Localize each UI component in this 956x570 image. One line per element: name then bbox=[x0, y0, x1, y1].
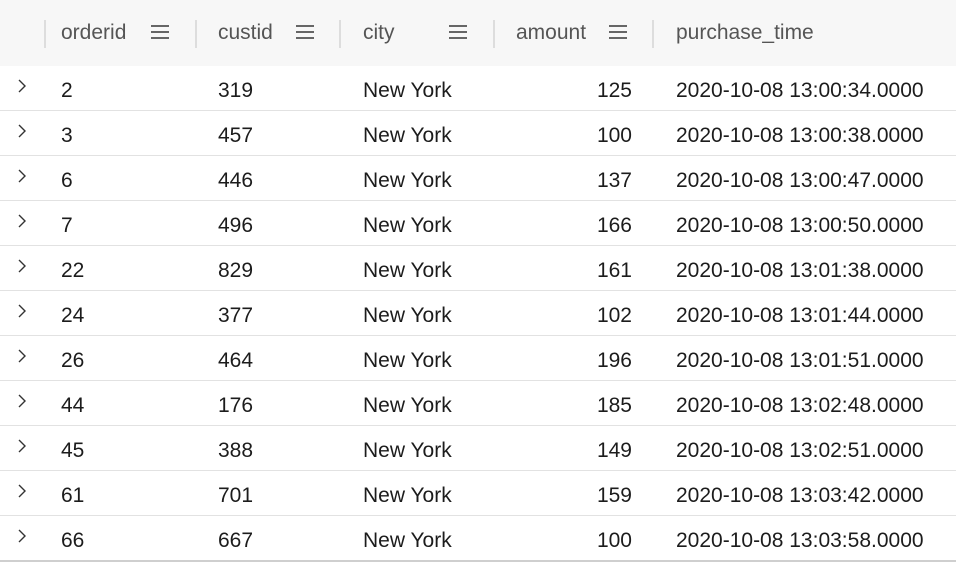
chevron-right-icon[interactable] bbox=[14, 438, 30, 454]
chevron-right-icon[interactable] bbox=[14, 213, 30, 229]
cell-purchase-time: 2020-10-08 13:01:44.0000 bbox=[676, 304, 924, 327]
cell-orderid: 66 bbox=[61, 529, 85, 552]
cell-purchase-time: 2020-10-08 13:00:34.0000 bbox=[676, 79, 924, 102]
cell-amount: 185 bbox=[596, 394, 632, 417]
cell-custid: 388 bbox=[218, 439, 254, 462]
table-row[interactable]: 2 319 New York 125 2020-10-08 13:00:34.0000 bbox=[0, 66, 956, 111]
cell-orderid: 61 bbox=[61, 484, 85, 507]
table-row[interactable]: 61 701 New York 159 2020-10-08 13:03:42.0000 bbox=[0, 471, 956, 516]
column-header-label: orderid bbox=[61, 21, 127, 44]
column-header-city[interactable]: city bbox=[363, 0, 395, 66]
cell-purchase-time: 2020-10-08 13:03:42.0000 bbox=[676, 484, 924, 507]
table-row[interactable]: 26 464 New York 196 2020-10-08 13:01:51.0000 bbox=[0, 336, 956, 381]
column-header-label: city bbox=[363, 21, 395, 44]
cell-purchase-time: 2020-10-08 13:02:48.0000 bbox=[676, 394, 924, 417]
cell-amount: 161 bbox=[596, 259, 632, 282]
cell-orderid: 6 bbox=[61, 169, 73, 192]
cell-amount: 102 bbox=[596, 304, 632, 327]
cell-amount: 125 bbox=[596, 79, 632, 102]
cell-amount: 166 bbox=[596, 214, 632, 237]
chevron-right-icon[interactable] bbox=[14, 123, 30, 139]
column-header-label: amount bbox=[516, 21, 587, 44]
cell-city: New York bbox=[363, 79, 452, 102]
cell-city: New York bbox=[363, 484, 452, 507]
cell-custid: 496 bbox=[218, 214, 254, 237]
cell-orderid: 2 bbox=[61, 79, 73, 102]
column-header-purchase-time[interactable]: purchase_time bbox=[676, 0, 814, 66]
cell-purchase-time: 2020-10-08 13:03:58.0000 bbox=[676, 529, 924, 552]
chevron-right-icon[interactable] bbox=[14, 393, 30, 409]
table-row[interactable]: 6 446 New York 137 2020-10-08 13:00:47.0000 bbox=[0, 156, 956, 201]
column-header-label: purchase_time bbox=[676, 21, 814, 44]
cell-purchase-time: 2020-10-08 13:00:47.0000 bbox=[676, 169, 924, 192]
table-row[interactable]: 22 829 New York 161 2020-10-08 13:01:38.0000 bbox=[0, 246, 956, 291]
cell-orderid: 26 bbox=[61, 349, 85, 372]
cell-city: New York bbox=[363, 439, 452, 462]
menu-icon[interactable] bbox=[296, 25, 314, 39]
cell-amount: 149 bbox=[596, 439, 632, 462]
cell-city: New York bbox=[363, 529, 452, 552]
chevron-right-icon[interactable] bbox=[14, 258, 30, 274]
menu-icon[interactable] bbox=[609, 25, 627, 39]
column-separator[interactable] bbox=[195, 20, 197, 48]
cell-custid: 446 bbox=[218, 169, 254, 192]
cell-custid: 464 bbox=[218, 349, 254, 372]
cell-custid: 176 bbox=[218, 394, 254, 417]
column-header-label: custid bbox=[218, 21, 273, 44]
cell-purchase-time: 2020-10-08 13:00:38.0000 bbox=[676, 124, 924, 147]
column-separator[interactable] bbox=[493, 20, 495, 48]
cell-purchase-time: 2020-10-08 13:01:51.0000 bbox=[676, 349, 924, 372]
grid-header: orderid custid city amount purchase_time bbox=[0, 0, 956, 67]
cell-custid: 667 bbox=[218, 529, 254, 552]
table-row[interactable]: 7 496 New York 166 2020-10-08 13:00:50.0000 bbox=[0, 201, 956, 246]
cell-city: New York bbox=[363, 349, 452, 372]
chevron-right-icon[interactable] bbox=[14, 78, 30, 94]
chevron-right-icon[interactable] bbox=[14, 483, 30, 499]
cell-orderid: 7 bbox=[61, 214, 73, 237]
cell-custid: 377 bbox=[218, 304, 254, 327]
cell-amount: 100 bbox=[596, 124, 632, 147]
chevron-right-icon[interactable] bbox=[14, 348, 30, 364]
cell-custid: 319 bbox=[218, 79, 254, 102]
cell-amount: 196 bbox=[596, 349, 632, 372]
column-header-custid[interactable]: custid bbox=[218, 0, 273, 66]
cell-amount: 159 bbox=[596, 484, 632, 507]
cell-purchase-time: 2020-10-08 13:02:51.0000 bbox=[676, 439, 924, 462]
chevron-right-icon[interactable] bbox=[14, 168, 30, 184]
column-header-orderid[interactable]: orderid bbox=[61, 0, 126, 66]
cell-city: New York bbox=[363, 169, 452, 192]
cell-purchase-time: 2020-10-08 13:00:50.0000 bbox=[676, 214, 924, 237]
column-separator[interactable] bbox=[652, 20, 654, 48]
cell-city: New York bbox=[363, 124, 452, 147]
cell-city: New York bbox=[363, 394, 452, 417]
cell-amount: 100 bbox=[596, 529, 632, 552]
cell-city: New York bbox=[363, 214, 452, 237]
cell-custid: 457 bbox=[218, 124, 254, 147]
cell-orderid: 45 bbox=[61, 439, 85, 462]
cell-orderid: 44 bbox=[61, 394, 85, 417]
cell-custid: 829 bbox=[218, 259, 254, 282]
table-row[interactable]: 66 667 New York 100 2020-10-08 13:03:58.0000 bbox=[0, 516, 956, 562]
grid-body: 2 319 New York 125 2020-10-08 13:00:34.0000 3… bbox=[0, 66, 956, 562]
table-row[interactable]: 44 176 New York 185 2020-10-08 13:02:48.0000 bbox=[0, 381, 956, 426]
table-row[interactable]: 45 388 New York 149 2020-10-08 13:02:51.0000 bbox=[0, 426, 956, 471]
cell-amount: 137 bbox=[596, 169, 632, 192]
table-row[interactable]: 24 377 New York 102 2020-10-08 13:01:44.0000 bbox=[0, 291, 956, 336]
cell-orderid: 24 bbox=[61, 304, 85, 327]
cell-orderid: 3 bbox=[61, 124, 73, 147]
menu-icon[interactable] bbox=[151, 25, 169, 39]
cell-orderid: 22 bbox=[61, 259, 85, 282]
column-separator[interactable] bbox=[44, 20, 46, 48]
table-row[interactable]: 3 457 New York 100 2020-10-08 13:00:38.0000 bbox=[0, 111, 956, 156]
cell-custid: 701 bbox=[218, 484, 254, 507]
column-separator[interactable] bbox=[339, 20, 341, 48]
chevron-right-icon[interactable] bbox=[14, 528, 30, 544]
cell-purchase-time: 2020-10-08 13:01:38.0000 bbox=[676, 259, 924, 282]
column-header-amount[interactable]: amount bbox=[516, 0, 586, 66]
cell-city: New York bbox=[363, 259, 452, 282]
chevron-right-icon[interactable] bbox=[14, 303, 30, 319]
cell-city: New York bbox=[363, 304, 452, 327]
menu-icon[interactable] bbox=[449, 25, 467, 39]
